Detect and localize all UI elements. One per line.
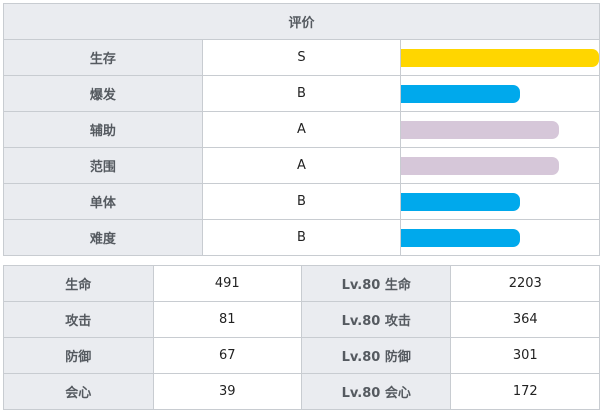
stats-row: 会心 39 Lv.80 会心 172 xyxy=(3,373,600,410)
rating-bar-cell xyxy=(400,183,600,220)
stats-row: 攻击 81 Lv.80 攻击 364 xyxy=(3,301,600,338)
stat-value: 491 xyxy=(152,265,302,302)
rating-bar xyxy=(401,48,599,67)
stat-lv80-label: Lv.80 攻击 xyxy=(300,301,452,338)
rating-grade: A xyxy=(201,111,402,148)
rating-bar xyxy=(401,156,560,175)
rating-label: 辅助 xyxy=(3,111,203,148)
rating-table: 评价 生存 S 爆发 B 辅助 A 范围 A 单体 B 难度 B xyxy=(3,3,600,256)
rating-bar-cell xyxy=(400,147,600,184)
rating-label: 单体 xyxy=(3,183,203,220)
rating-label: 范围 xyxy=(3,147,203,184)
rating-bar xyxy=(401,228,520,247)
rating-bar-cell xyxy=(400,75,600,112)
rating-row: 爆发 B xyxy=(3,75,600,112)
rating-row: 辅助 A xyxy=(3,111,600,148)
stat-label: 生命 xyxy=(3,265,154,302)
rating-title: 评价 xyxy=(3,3,600,40)
stat-lv80-label: Lv.80 生命 xyxy=(300,265,452,302)
rating-row: 范围 A xyxy=(3,147,600,184)
rating-grade: B xyxy=(201,219,402,256)
stat-lv80-value: 301 xyxy=(450,337,600,374)
stat-lv80-label: Lv.80 会心 xyxy=(300,373,452,410)
stat-lv80-value: 364 xyxy=(450,301,600,338)
stat-lv80-value: 2203 xyxy=(450,265,600,302)
rating-label: 爆发 xyxy=(3,75,203,112)
stat-value: 39 xyxy=(152,373,302,410)
stat-value: 81 xyxy=(152,301,302,338)
rating-label: 难度 xyxy=(3,219,203,256)
rating-row: 难度 B xyxy=(3,219,600,256)
rating-bar-cell xyxy=(400,219,600,256)
stats-row: 生命 491 Lv.80 生命 2203 xyxy=(3,265,600,302)
stat-lv80-value: 172 xyxy=(450,373,600,410)
stats-table: 生命 491 Lv.80 生命 2203 攻击 81 Lv.80 攻击 364 … xyxy=(3,265,600,410)
rating-grade: B xyxy=(201,183,402,220)
stat-label: 防御 xyxy=(3,337,154,374)
rating-grade: S xyxy=(201,39,402,76)
rating-row: 生存 S xyxy=(3,39,600,76)
rating-header-row: 评价 xyxy=(3,3,600,40)
stat-label: 攻击 xyxy=(3,301,154,338)
rating-bar-cell xyxy=(400,39,600,76)
rating-label: 生存 xyxy=(3,39,203,76)
rating-bar xyxy=(401,192,520,211)
rating-bar-cell xyxy=(400,111,600,148)
rating-bar xyxy=(401,84,520,103)
rating-grade: B xyxy=(201,75,402,112)
stat-lv80-label: Lv.80 防御 xyxy=(300,337,452,374)
stat-value: 67 xyxy=(152,337,302,374)
stats-row: 防御 67 Lv.80 防御 301 xyxy=(3,337,600,374)
stat-label: 会心 xyxy=(3,373,154,410)
rating-bar xyxy=(401,120,560,139)
rating-grade: A xyxy=(201,147,402,184)
rating-row: 单体 B xyxy=(3,183,600,220)
